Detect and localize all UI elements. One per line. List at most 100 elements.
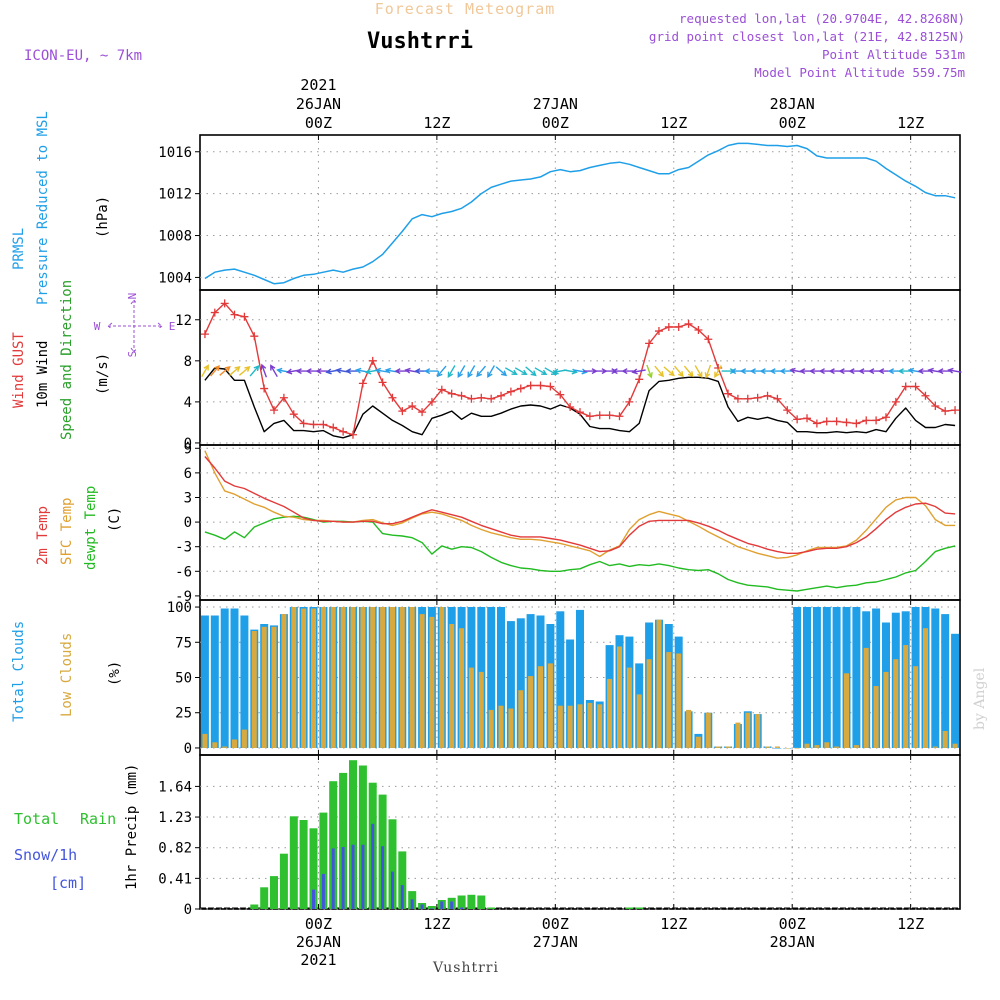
wind-direction-arrow: [514, 367, 528, 376]
gust-marker: [497, 391, 506, 400]
low-cloud-bar: [498, 705, 504, 748]
low-cloud-bar: [774, 746, 780, 748]
y-tick-label: 1016: [158, 145, 192, 161]
gust-marker: [279, 393, 288, 402]
wind-direction-arrow: [654, 365, 665, 378]
model-altitude: Model Point Altitude 559.75m: [754, 65, 965, 80]
snow-bar: [321, 873, 325, 909]
precip-unit: 1hr Precip (mm): [124, 764, 140, 890]
low-cloud-bar: [251, 631, 257, 748]
gust-marker: [260, 384, 269, 393]
compass-s: S: [126, 351, 139, 358]
wind-direction-arrow: [694, 365, 703, 378]
time-axis-label: 12Z: [423, 114, 450, 132]
snow-bar: [391, 871, 394, 909]
total-cloud-bar: [210, 615, 219, 748]
gust-marker: [368, 356, 377, 365]
low-cloud-bar: [350, 607, 356, 748]
y-tick-label: 0.41: [158, 871, 192, 887]
wind-direction-arrow: [229, 365, 241, 376]
total-cloud-bar: [773, 748, 782, 749]
total-cloud-bar: [931, 608, 940, 748]
low-cloud-bar: [261, 626, 267, 748]
time-axis-label: 26JAN: [296, 933, 341, 951]
rain-bar: [329, 781, 338, 909]
low-cloud-bar: [538, 666, 543, 748]
time-axis-label: 12Z: [897, 915, 924, 933]
y-tick-label: 12: [175, 313, 192, 329]
time-axis-label: 28JAN: [770, 933, 815, 951]
wind-direction-arrow: [249, 364, 260, 377]
gust-marker: [418, 408, 427, 417]
snow-bar: [420, 904, 424, 909]
y-tick-label: 0.82: [158, 841, 192, 857]
total-cloud-bar: [822, 607, 831, 748]
low-cloud-bar: [676, 653, 682, 748]
station-title: Vushtrri: [367, 29, 473, 54]
gust-marker: [467, 394, 476, 403]
wind-direction-arrow: [534, 367, 548, 376]
gust-marker: [210, 308, 219, 317]
time-axis-label: 12Z: [897, 114, 924, 132]
total-cloud-bar: [566, 639, 575, 748]
low-cloud-bar: [212, 742, 218, 748]
time-axis-label: 12Z: [660, 114, 687, 132]
gust-marker: [339, 427, 348, 436]
low-cloud-bar: [824, 742, 830, 748]
gust-marker: [763, 391, 772, 400]
gust-marker: [852, 419, 861, 428]
low-cloud-bar: [863, 647, 869, 748]
low-cloud-bar: [311, 608, 316, 748]
total-cloud-bar: [832, 607, 841, 748]
snow-label: Snow/1h: [14, 846, 77, 864]
low-cloud-bar: [330, 607, 336, 748]
gust-marker: [753, 393, 762, 402]
rain-bar: [477, 895, 486, 909]
low-cloud-bar: [784, 748, 790, 749]
low-cloud-bar: [903, 645, 909, 748]
low-cloud-bar: [271, 626, 277, 748]
low-cloud-bar: [952, 743, 958, 748]
low-cloud-bar: [597, 704, 603, 748]
gust-marker: [615, 412, 624, 421]
low-cloud-bar: [528, 676, 534, 748]
temp-label: 2m Temp: [35, 506, 51, 565]
gust-marker: [803, 414, 812, 423]
gust-marker: [585, 412, 594, 421]
gust-marker: [625, 397, 634, 406]
total-cloud-bar: [487, 607, 496, 748]
low-cloud-bar: [390, 607, 395, 748]
footer-station: Vushtrri: [432, 960, 499, 976]
low-cloud-bar: [913, 666, 919, 748]
y-tick-label: 50: [175, 671, 192, 687]
rain-bar: [467, 894, 476, 909]
gust-marker: [447, 389, 456, 398]
low-cloud-bar: [360, 607, 366, 748]
total-cloud-bar: [497, 607, 505, 748]
rain-bar: [349, 760, 357, 909]
rain-bar: [625, 907, 634, 909]
gust-marker: [822, 417, 831, 426]
gust-marker: [378, 378, 387, 387]
rain-bar: [270, 876, 278, 909]
gust-marker: [694, 326, 703, 335]
low-cloud-bar: [755, 714, 761, 748]
low-cloud-bar: [705, 712, 711, 748]
total-cloud-bar: [556, 611, 565, 748]
gust-marker: [921, 391, 930, 400]
low-cloud-bar: [232, 739, 237, 748]
rain-bar: [398, 851, 407, 909]
y-tick-label: 100: [167, 600, 192, 616]
rain-bar: [279, 853, 288, 909]
low-cloud-bar: [765, 746, 770, 748]
low-cloud-bar: [547, 663, 553, 748]
low-cloud-bar: [626, 667, 632, 748]
gust-marker: [901, 382, 910, 391]
low-cloud-bar: [646, 659, 652, 748]
rain-bar: [358, 765, 367, 909]
gust-marker: [398, 407, 407, 416]
gust-label: Wind GUST: [11, 332, 27, 408]
wind-direction-arrow: [631, 368, 646, 375]
low-cloud-bar: [656, 619, 662, 748]
rain-bar: [260, 887, 269, 909]
